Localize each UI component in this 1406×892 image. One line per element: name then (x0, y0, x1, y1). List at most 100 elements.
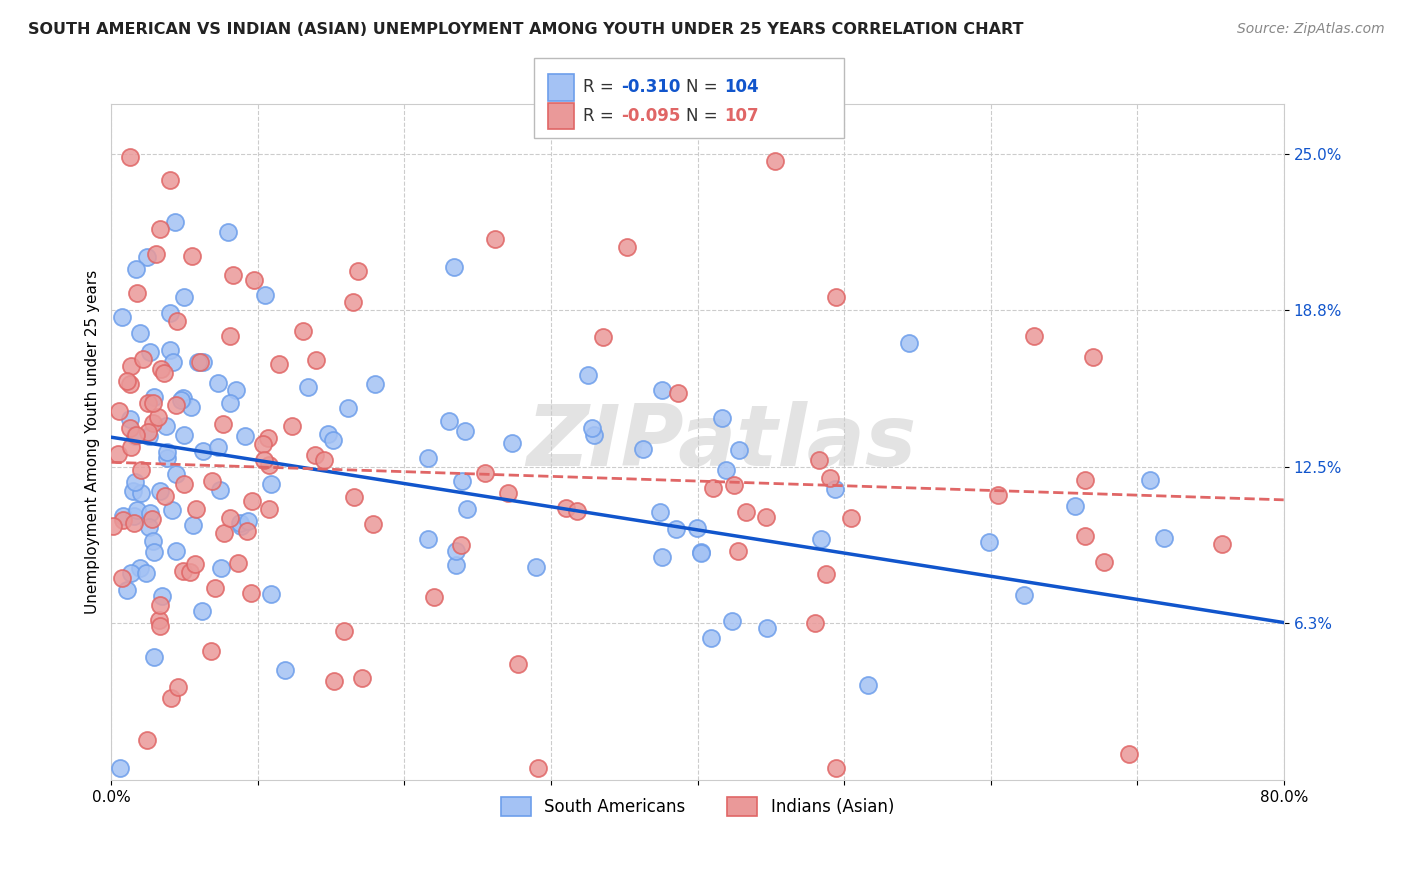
Point (728, 442, 751, 457)
Point (187, 354, 209, 368)
Text: N =: N = (686, 78, 723, 96)
Point (352, 671, 374, 685)
Point (120, 150, 142, 164)
Point (1092, 555, 1115, 569)
Point (576, 368, 599, 383)
Point (115, 374, 138, 388)
Point (616, 240, 638, 254)
Point (156, 451, 179, 466)
Point (149, 598, 172, 612)
Point (229, 519, 252, 533)
Point (257, 502, 280, 516)
Point (501, 436, 523, 450)
Point (186, 502, 208, 516)
Point (804, 616, 827, 631)
Point (153, 490, 176, 504)
Point (136, 396, 159, 410)
Point (159, 343, 181, 357)
Point (665, 522, 688, 536)
Point (304, 448, 326, 462)
Point (143, 390, 166, 404)
Point (111, 571, 134, 585)
Text: -0.095: -0.095 (621, 107, 681, 125)
Point (734, 504, 756, 518)
Point (201, 475, 224, 489)
Point (690, 546, 713, 560)
Point (108, 403, 131, 417)
Point (184, 557, 207, 571)
Point (423, 590, 446, 604)
Point (117, 583, 139, 598)
Point (1153, 531, 1175, 545)
Point (274, 663, 297, 677)
Point (107, 446, 129, 460)
Point (229, 516, 252, 530)
Point (136, 425, 159, 440)
Point (129, 561, 152, 575)
Point (332, 624, 354, 639)
Point (721, 615, 744, 629)
Point (474, 466, 496, 480)
Point (191, 604, 214, 618)
Point (136, 733, 159, 747)
Y-axis label: Unemployment Among Youth under 25 years: Unemployment Among Youth under 25 years (86, 270, 100, 615)
Point (226, 556, 249, 570)
Point (118, 421, 141, 435)
Point (172, 391, 194, 405)
Point (160, 503, 183, 517)
Point (135, 250, 157, 264)
Point (342, 491, 364, 505)
Point (1081, 350, 1104, 364)
Point (191, 443, 214, 458)
Point (714, 463, 737, 477)
Point (583, 428, 606, 442)
Point (124, 429, 146, 443)
Point (125, 286, 148, 301)
Point (281, 418, 304, 433)
Point (165, 467, 187, 481)
Point (1211, 537, 1233, 551)
Point (142, 396, 165, 410)
Point (148, 222, 170, 236)
Point (898, 336, 921, 351)
Point (686, 520, 709, 534)
Text: R =: R = (583, 107, 620, 125)
Point (297, 380, 319, 394)
Point (451, 474, 474, 488)
Point (756, 621, 779, 635)
Point (110, 761, 132, 775)
Point (506, 657, 529, 671)
Point (1074, 473, 1097, 487)
Point (155, 419, 177, 434)
Point (148, 613, 170, 627)
Point (214, 525, 236, 540)
Point (291, 325, 314, 339)
Point (138, 506, 160, 520)
Point (120, 412, 142, 426)
Point (418, 450, 440, 465)
Point (318, 427, 340, 442)
Point (454, 425, 477, 439)
Point (253, 453, 276, 467)
Point (150, 589, 173, 603)
Point (120, 566, 142, 580)
Point (207, 376, 229, 390)
Point (183, 517, 205, 532)
Point (112, 513, 135, 527)
Text: 107: 107 (724, 107, 759, 125)
Legend: South Americans, Indians (Asian): South Americans, Indians (Asian) (495, 790, 901, 822)
Point (322, 433, 344, 447)
Point (145, 247, 167, 261)
Point (207, 440, 229, 454)
Point (323, 674, 346, 689)
Point (312, 453, 335, 467)
Point (824, 290, 846, 304)
Point (219, 329, 242, 343)
Point (581, 420, 603, 434)
Point (416, 532, 439, 546)
Point (124, 475, 146, 489)
Point (839, 511, 862, 525)
Point (1012, 588, 1035, 602)
Point (222, 268, 245, 282)
Point (135, 566, 157, 580)
